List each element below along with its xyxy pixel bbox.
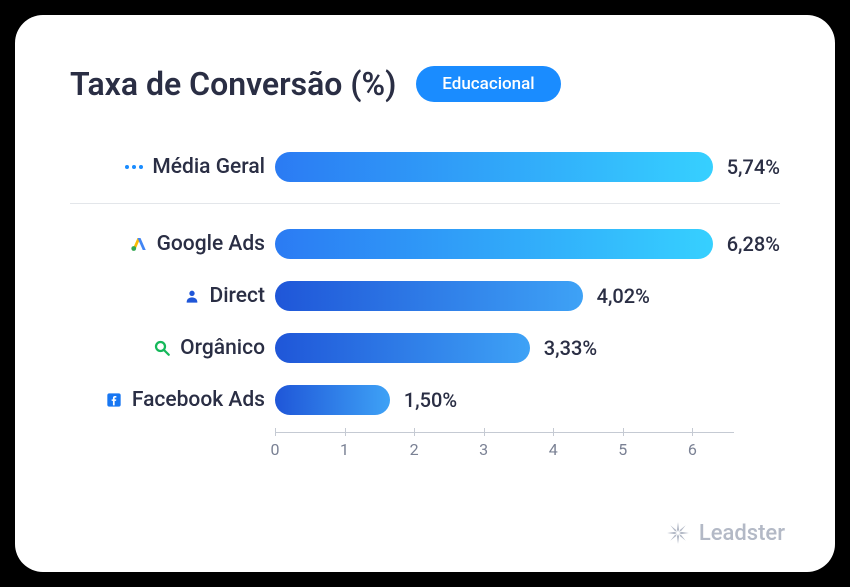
axis-tick-label: 5 — [618, 440, 627, 459]
bar-value: 4,02% — [597, 284, 650, 308]
row-label-text: Orgânico — [180, 336, 265, 360]
bar-row: Média Geral 5,74% — [70, 141, 780, 193]
bar — [275, 152, 713, 182]
axis-tick-label: 3 — [479, 440, 488, 459]
bar-value: 5,74% — [727, 155, 780, 179]
person-icon — [184, 288, 200, 304]
bar-value: 6,28% — [727, 232, 780, 256]
chart-title: Taxa de Conversão (%) — [70, 65, 396, 103]
axis-tick-label: 6 — [688, 440, 697, 459]
bar — [275, 229, 713, 259]
bar — [275, 385, 390, 415]
row-label: Orgânico — [70, 336, 275, 360]
axis-tick — [553, 428, 554, 436]
dots-icon — [125, 165, 143, 169]
bar-area: 6,28% — [275, 218, 780, 270]
axis-tick-label: 4 — [549, 440, 558, 459]
category-badge: Educacional — [416, 66, 560, 102]
row-label: Facebook Ads — [70, 388, 275, 412]
bar — [275, 281, 583, 311]
axis-tick-label: 2 — [410, 440, 419, 459]
brand-name: Leadster — [699, 521, 785, 546]
row-label-text: Média Geral — [152, 155, 265, 179]
chart-header: Taxa de Conversão (%) Educacional — [70, 65, 780, 103]
row-label: Média Geral — [70, 155, 275, 179]
axis-tick — [623, 428, 624, 436]
axis-tick-label: 1 — [340, 440, 349, 459]
axis-line: 0123456 — [275, 432, 734, 433]
chart-card: Taxa de Conversão (%) Educacional Média … — [15, 15, 835, 572]
bar-value: 1,50% — [404, 388, 457, 412]
axis-tick — [345, 428, 346, 436]
row-label-text: Direct — [210, 284, 266, 308]
bar — [275, 333, 530, 363]
axis-tick — [484, 428, 485, 436]
bar-row: Google Ads 6,28% — [70, 218, 780, 270]
google-ads-icon — [130, 235, 148, 253]
row-label: Direct — [70, 284, 275, 308]
bar-area: 4,02% — [275, 270, 780, 322]
bar-row: Orgânico 3,33% — [70, 322, 780, 374]
magnify-icon — [153, 339, 171, 357]
brand-logo: Leadster — [665, 520, 785, 546]
axis-tick — [275, 428, 276, 436]
row-label: Google Ads — [70, 232, 275, 256]
axis-tick-label: 0 — [271, 440, 280, 459]
leadster-icon — [665, 520, 691, 546]
bar-area: 3,33% — [275, 322, 780, 374]
x-axis: 0 1 2 3 4 5 6 — [70, 432, 780, 462]
bar-row: Facebook Ads 1,50% — [70, 374, 780, 426]
bar-value: 3,33% — [544, 336, 597, 360]
row-label-text: Facebook Ads — [132, 388, 265, 412]
bar-row: Direct 4,02% — [70, 270, 780, 322]
bar-area: 5,74% — [275, 141, 780, 193]
chart-rows: Média Geral 5,74% Google Ads 6,28% Direct 4,0… — [70, 141, 780, 426]
bar-area: 1,50% — [275, 374, 780, 426]
group-divider — [70, 203, 780, 204]
axis-tick — [692, 428, 693, 436]
facebook-icon — [106, 392, 122, 408]
axis-tick — [414, 428, 415, 436]
row-label-text: Google Ads — [157, 232, 265, 256]
